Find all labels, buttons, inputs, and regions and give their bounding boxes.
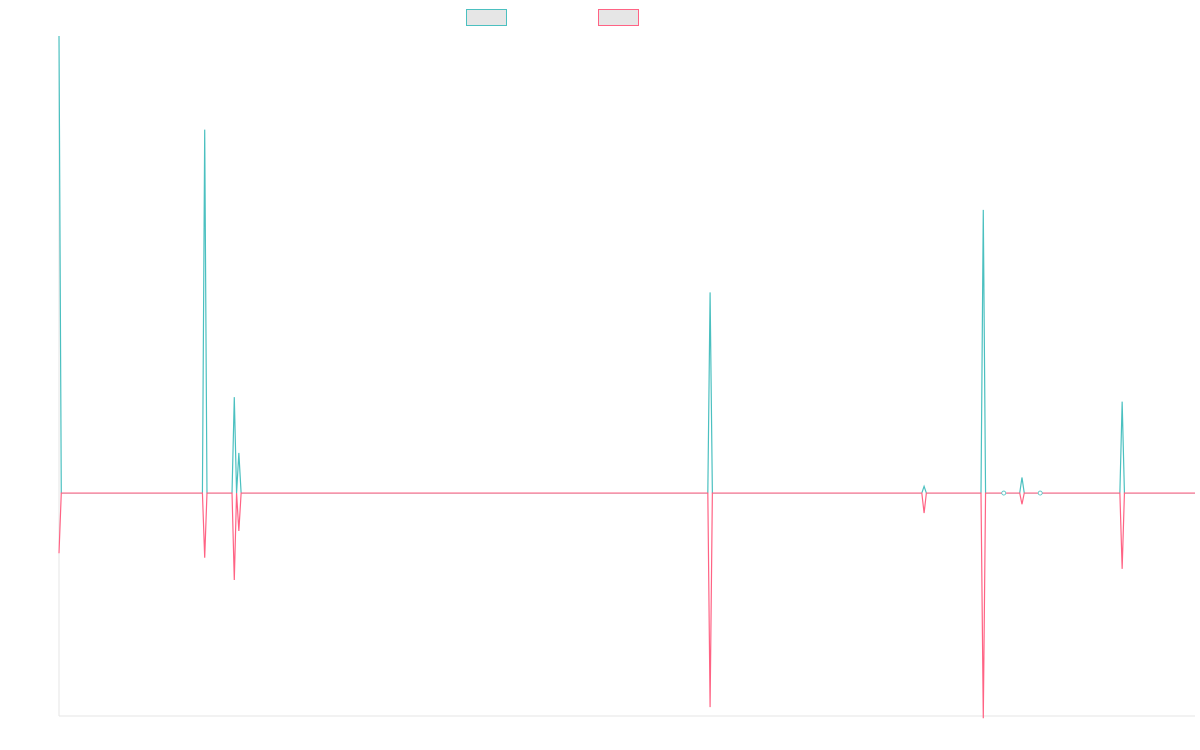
- legend-item-2[interactable]: [598, 9, 639, 26]
- series-line-2: [58, 492, 1195, 719]
- legend-item-1[interactable]: [466, 9, 507, 26]
- chart-legend[interactable]: [466, 9, 639, 26]
- legend-swatch[interactable]: [598, 9, 639, 26]
- legend-swatch[interactable]: [466, 9, 507, 26]
- marker-layer: [1001, 490, 1043, 496]
- data-point-marker: [1001, 490, 1007, 496]
- chart-axes: [58, 36, 1195, 717]
- series-layer: [58, 35, 1195, 719]
- data-point-marker: [1037, 490, 1043, 496]
- series-line-1: [58, 35, 1195, 494]
